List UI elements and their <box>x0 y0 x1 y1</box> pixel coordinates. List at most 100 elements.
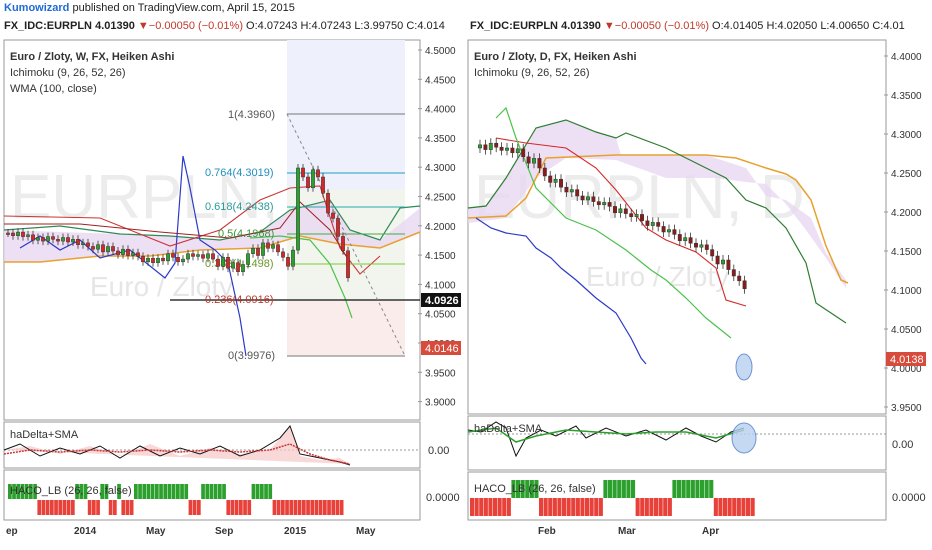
haco-down-bar <box>580 498 585 516</box>
right-chart-title: Euro / Zloty, D, FX, Heiken Ashi <box>474 51 637 63</box>
left-price-axis[interactable]: 4.5000 4.4500 4.4000 4.3500 4.3000 4.2500 4.20… <box>418 46 456 409</box>
haco-down-bar <box>746 498 751 516</box>
left-last-price-tag <box>421 293 461 307</box>
candle-body <box>166 253 170 262</box>
candle-body <box>331 212 335 219</box>
candle-body <box>688 237 693 244</box>
candle-body <box>251 248 255 254</box>
right-ha-label[interactable]: haDelta+SMA <box>474 423 543 435</box>
candle-body <box>580 195 585 201</box>
price-axis-label: 4.4000 <box>891 52 922 63</box>
left-indicator-ichimoku[interactable]: Ichimoku (9, 26, 52, 26) <box>10 67 126 79</box>
haco-down-bar <box>192 500 197 515</box>
left-chart-svg[interactable]: EURPLN, W Euro / Zloty 1(4.3960) 0.764(4… <box>0 18 462 548</box>
left-ha-label[interactable]: haDelta+SMA <box>10 429 79 441</box>
candle-body <box>281 251 285 258</box>
candle-body <box>16 231 20 236</box>
author-link[interactable]: Kumowizard <box>4 2 70 14</box>
price-axis-label: 4.2500 <box>425 193 456 204</box>
price-axis-label: 3.9000 <box>425 398 456 409</box>
haco-down-bar <box>493 498 498 516</box>
left-indicator-wma[interactable]: WMA (100, close) <box>10 83 97 95</box>
price-axis-label: 4.1000 <box>891 286 922 297</box>
candle-body <box>171 253 175 258</box>
haco-up-bar <box>134 484 138 499</box>
fib-label-236: 0.236(4.0916) <box>205 294 274 306</box>
left-ha-axis-label: 0.00 <box>428 445 449 457</box>
candle-body <box>96 244 100 250</box>
candle-body <box>607 202 612 207</box>
candle-body <box>341 236 345 252</box>
haco-down-bar <box>644 498 649 516</box>
haco-up-bar <box>612 480 617 498</box>
haco-up-bar <box>260 484 264 499</box>
left-haco-label[interactable]: HACO_LB (26, 26, false) <box>10 485 132 497</box>
haco-up-bar <box>631 480 636 498</box>
haco-down-bar <box>331 500 336 515</box>
daily-chart-panel[interactable]: FX_IDC:EURPLN 4.01390 ▼−0.00050 (−0.01%)… <box>466 18 932 548</box>
right-main-pane <box>467 39 887 415</box>
haco-up-bar <box>700 480 705 498</box>
right-chart-svg[interactable]: EURPLN, D Euro / Zloty Euro / Zloty, D, … <box>466 18 932 548</box>
candle-body <box>26 234 30 237</box>
price-axis-label: 4.0500 <box>425 310 456 321</box>
candle-body <box>116 250 120 255</box>
candle-body <box>559 178 563 188</box>
candle-body <box>296 167 300 251</box>
candle-body <box>321 176 325 194</box>
candle-body <box>221 257 225 267</box>
haco-up-bar <box>150 484 155 499</box>
right-low: L:4.00650 <box>820 20 870 32</box>
price-axis-label: 4.1000 <box>425 280 456 291</box>
haco-down-bar <box>113 500 117 515</box>
haco-down-bar <box>474 498 479 516</box>
right-time-axis[interactable]: Feb Mar Apr <box>538 526 719 537</box>
price-axis-label: 4.4500 <box>425 75 456 86</box>
haco-down-bar <box>667 498 672 516</box>
candle-body <box>591 196 596 202</box>
candle-body <box>61 237 65 242</box>
time-axis-label: May <box>146 526 166 537</box>
candle-body <box>236 262 240 272</box>
haco-down-bar <box>323 500 327 515</box>
candle-body <box>76 239 80 245</box>
haco-up-bar <box>100 484 105 499</box>
candle-body <box>36 237 40 241</box>
right-haco-label[interactable]: HACO_LB (26, 26, false) <box>474 483 596 495</box>
candle-body <box>231 262 235 269</box>
haco-down-bar <box>497 498 502 516</box>
haco-down-bar <box>713 498 718 516</box>
weekly-chart-panel[interactable]: FX_IDC:EURPLN 4.01390 ▼−0.00050 (−0.01%)… <box>0 18 462 548</box>
left-last-price-value: 4.0926 <box>425 295 459 307</box>
candle-body <box>211 253 215 260</box>
haco-down-bar <box>736 498 741 516</box>
right-indicator-ichimoku[interactable]: Ichimoku (9, 26, 52, 26) <box>474 67 590 79</box>
candle-body <box>266 242 270 249</box>
candle-body <box>271 244 275 249</box>
candle-body <box>201 254 205 259</box>
right-haco-axis-label: 0.0000 <box>892 492 926 504</box>
haco-up-bar <box>529 480 534 498</box>
price-axis-label: 4.3000 <box>891 130 922 141</box>
candle-body <box>106 246 110 253</box>
candle-body <box>737 275 742 282</box>
left-symbol: FX_IDC:EURPLN <box>4 20 93 32</box>
haco-down-bar <box>488 498 493 516</box>
haco-up-bar <box>33 484 37 499</box>
price-axis-label: 4.3500 <box>891 91 922 102</box>
candle-body <box>596 201 601 206</box>
candle-body <box>667 229 671 233</box>
fib-label-764: 0.764(4.3019) <box>205 167 274 179</box>
haco-up-bar <box>686 480 691 498</box>
haco-down-bar <box>552 498 557 516</box>
haco-up-bar <box>205 484 210 499</box>
haco-down-bar <box>640 498 645 516</box>
candle-body <box>505 147 509 151</box>
left-low: L:3.99750 <box>354 20 404 32</box>
candle-body <box>672 229 677 235</box>
candle-body <box>640 214 644 222</box>
left-time-axis[interactable]: ep 2014 May Sep 2015 May <box>6 526 376 537</box>
right-price-axis[interactable]: 4.4000 4.3500 4.3000 4.2500 4.2000 4.1500 4.10… <box>884 52 922 414</box>
left-price: 4.01390 <box>95 20 135 32</box>
candle-body <box>494 142 499 148</box>
